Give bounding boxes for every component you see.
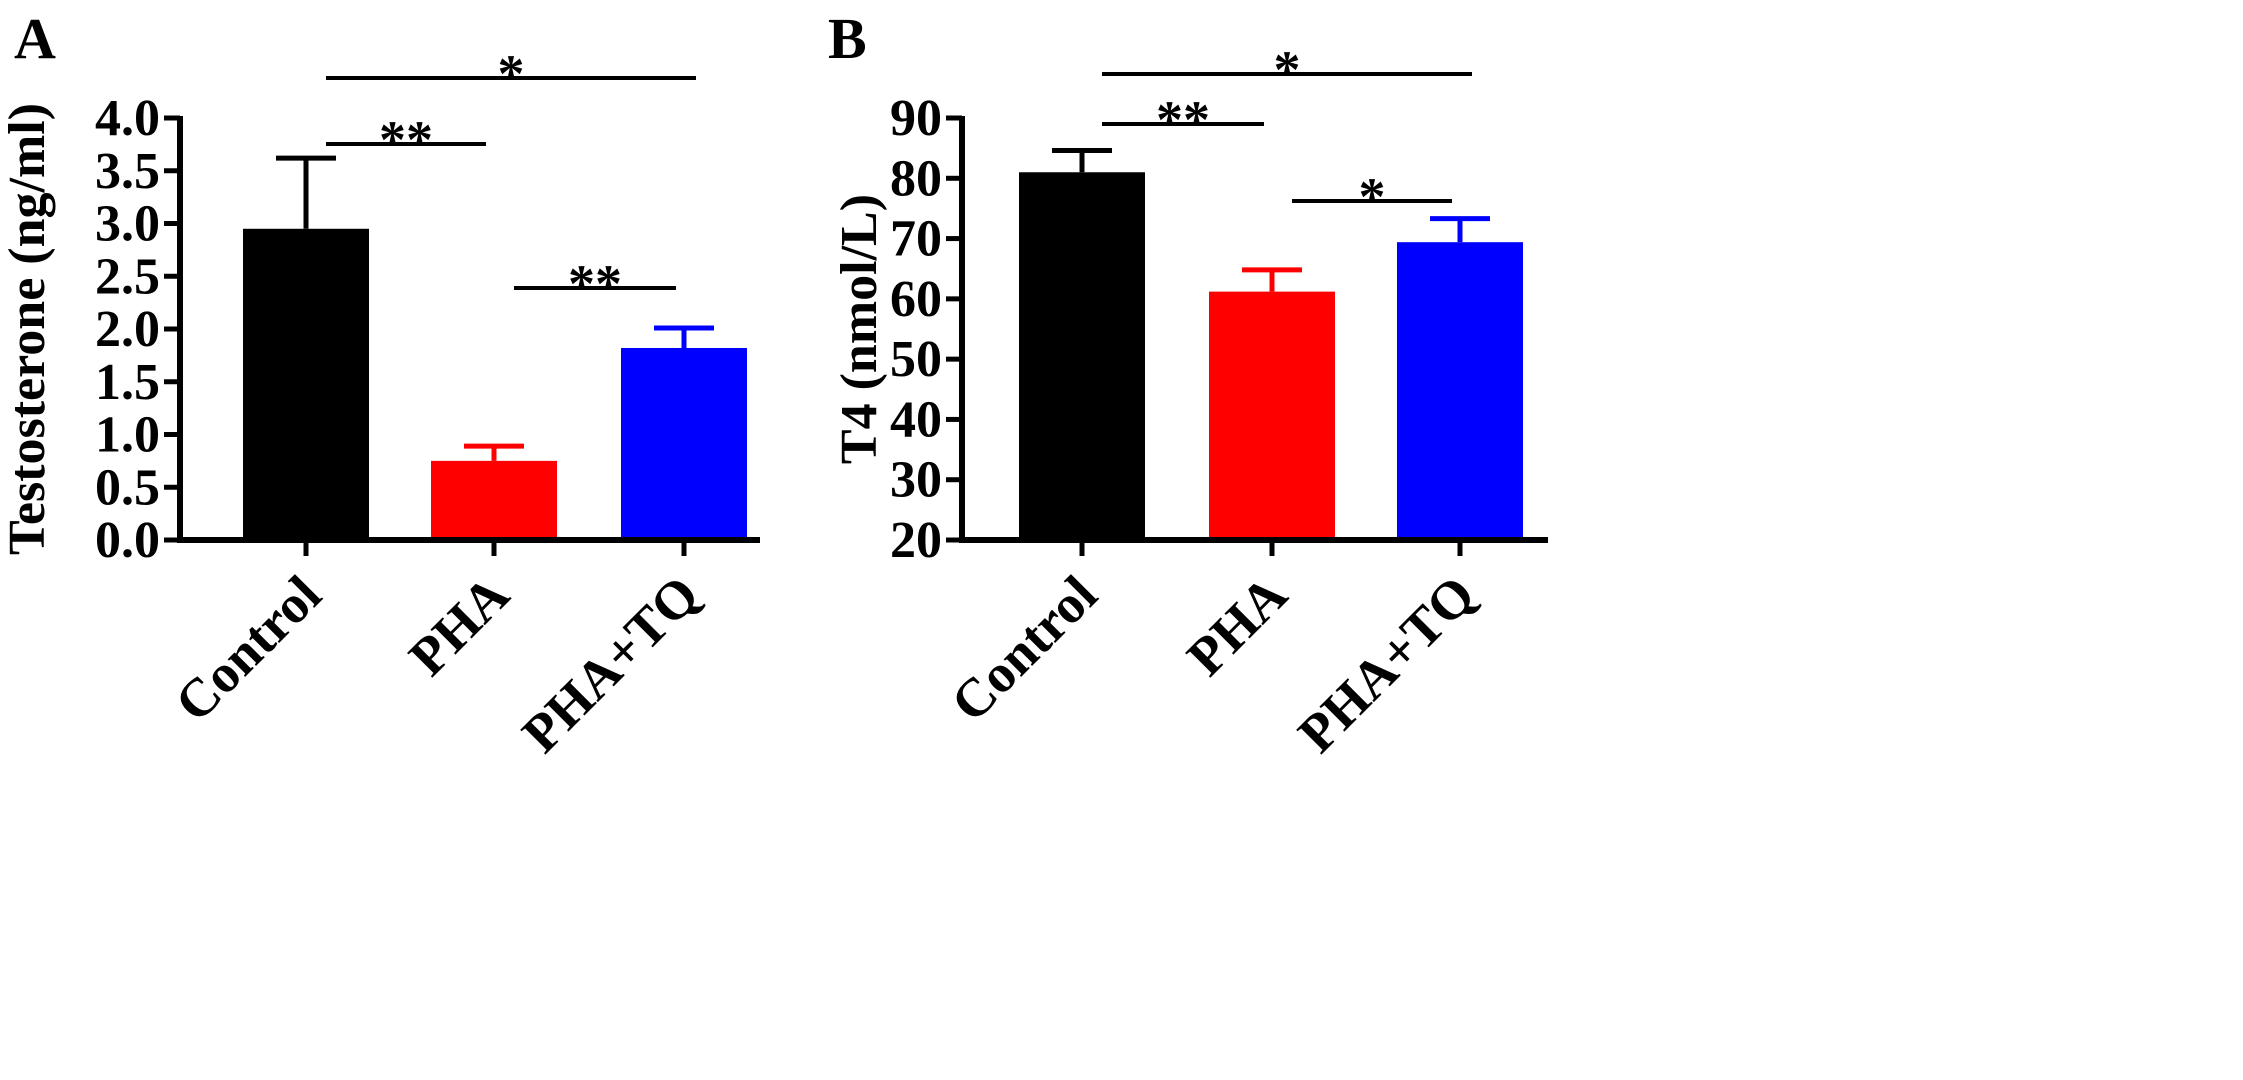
x-tick-label: PHA+TQ	[1287, 564, 1487, 764]
y-tick-label: 3.0	[95, 196, 160, 253]
y-tick-label: 90	[890, 90, 942, 147]
significance-marker: **	[1156, 90, 1210, 150]
bar-pha	[1209, 291, 1335, 540]
y-tick-label: 2.0	[95, 301, 160, 358]
significance-marker: **	[568, 254, 622, 314]
panel-letter: B	[828, 6, 867, 71]
y-tick-label: 40	[890, 391, 942, 448]
y-tick-label: 60	[890, 271, 942, 328]
y-tick-label: 50	[890, 331, 942, 388]
y-tick-label: 4.0	[95, 90, 160, 147]
significance-marker: *	[498, 44, 525, 104]
y-tick-label: 70	[890, 211, 942, 268]
bar-pha-tq	[621, 347, 747, 540]
y-tick-label: 80	[890, 150, 942, 207]
y-tick-label: 30	[890, 452, 942, 509]
x-tick-label: PHA	[397, 564, 520, 687]
panel-letter: A	[14, 6, 56, 71]
y-axis-label: T4 (nmol/L)	[831, 194, 888, 464]
significance-marker: *	[1359, 167, 1386, 227]
bar-pha-tq	[1397, 242, 1523, 540]
y-tick-label: 1.0	[95, 407, 160, 464]
x-tick-label: Control	[163, 564, 332, 733]
y-tick-label: 0.0	[95, 512, 160, 569]
bar-control	[1019, 172, 1145, 540]
significance-marker: **	[379, 110, 433, 170]
x-tick-label: PHA+TQ	[511, 564, 711, 764]
y-tick-label: 2.5	[95, 248, 160, 305]
bar-pha	[431, 460, 557, 540]
y-tick-label: 3.5	[95, 143, 160, 200]
bar-control	[243, 228, 369, 540]
significance-marker: *	[1274, 40, 1301, 100]
y-tick-label: 0.5	[95, 459, 160, 516]
y-tick-label: 20	[890, 512, 942, 569]
x-tick-label: PHA	[1175, 564, 1298, 687]
y-axis-label: Testosterone (ng/ml)	[0, 103, 56, 555]
y-tick-label: 1.5	[95, 354, 160, 411]
x-tick-label: Control	[939, 564, 1108, 733]
